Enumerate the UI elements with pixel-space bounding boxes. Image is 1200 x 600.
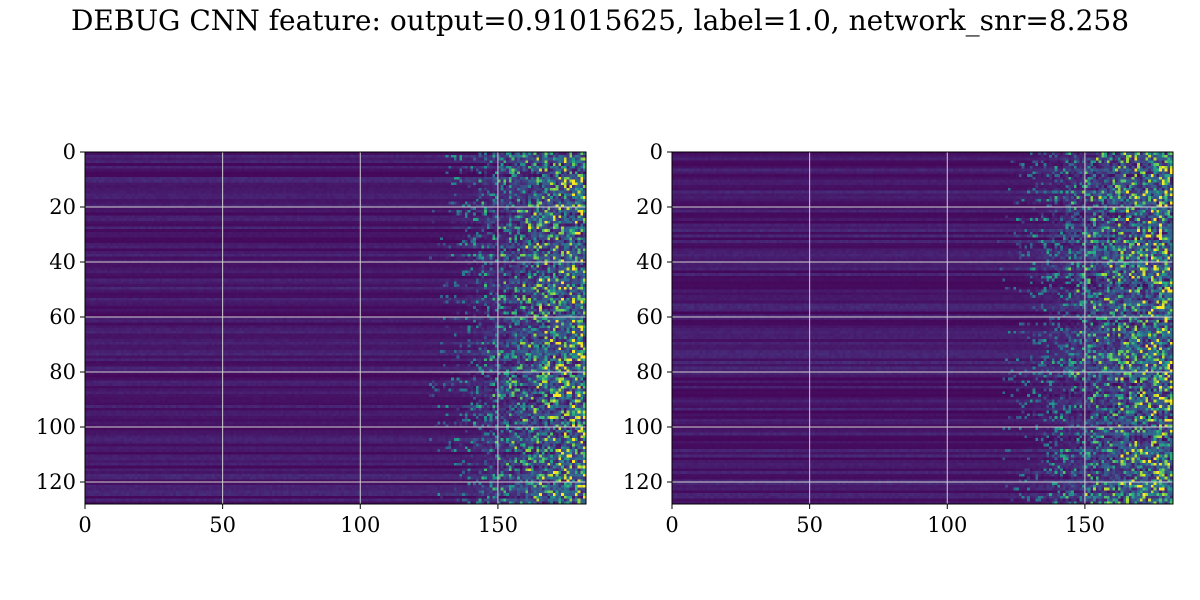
- y-tick-label: 100: [623, 415, 663, 439]
- y-tick-label: 120: [623, 470, 663, 494]
- x-tick-label: 150: [478, 513, 518, 537]
- y-tick-label: 60: [49, 305, 76, 329]
- y-tick-label: 40: [49, 250, 76, 274]
- x-tick-label: 100: [927, 513, 967, 537]
- y-tick-label: 40: [636, 250, 663, 274]
- x-tick-label: 0: [78, 513, 91, 537]
- axes-frame: [671, 151, 1174, 505]
- y-tick-label: 120: [36, 470, 76, 494]
- x-tick-label: 150: [1065, 513, 1105, 537]
- x-tick-label: 50: [796, 513, 823, 537]
- heatmap-panel-right: 0 50 100 150 0 20 40 60 80 100 120: [623, 140, 1174, 537]
- x-tick-label: 100: [340, 513, 380, 537]
- y-tick-label: 20: [49, 195, 76, 219]
- x-tick-label: 50: [209, 513, 236, 537]
- y-tick-label: 0: [650, 140, 663, 164]
- y-tick-label: 80: [49, 360, 76, 384]
- heatmap-image: [672, 152, 1173, 504]
- heatmap-image: [85, 152, 586, 504]
- y-tick-label: 20: [636, 195, 663, 219]
- axes-frame: [84, 151, 587, 505]
- figure-title: DEBUG CNN feature: output=0.91015625, la…: [70, 4, 1130, 37]
- heatmap-panel-left: 0 50 100 150 0 20 40 60 80 100 120: [36, 140, 587, 537]
- y-tick-label: 60: [636, 305, 663, 329]
- y-tick-label: 100: [36, 415, 76, 439]
- y-tick-label: 0: [63, 140, 76, 164]
- x-tick-label: 0: [665, 513, 678, 537]
- y-tick-label: 80: [636, 360, 663, 384]
